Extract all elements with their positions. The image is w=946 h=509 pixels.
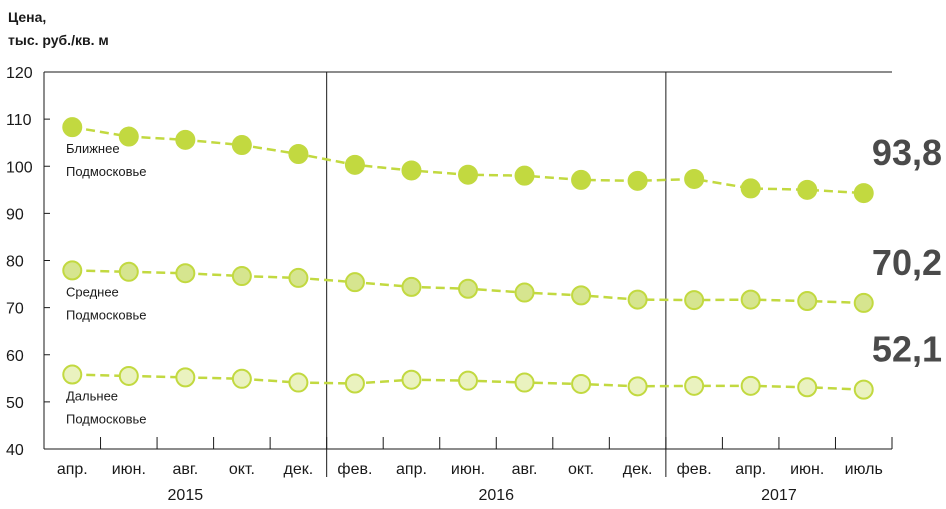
x-tick-label: июн. <box>451 461 485 478</box>
data-point <box>62 117 83 138</box>
chart-frame <box>43 71 892 477</box>
data-point <box>401 369 422 390</box>
x-tick-label: июн. <box>112 461 146 478</box>
series-1: Ближнее Подмосковье 93,8 <box>62 117 942 204</box>
y-tick-label: 100 <box>6 159 33 176</box>
data-point <box>571 285 592 306</box>
year-labels: 2015 2016 2017 <box>168 487 797 504</box>
data-point <box>118 126 139 147</box>
data-point <box>514 372 535 393</box>
data-point <box>62 364 83 385</box>
data-point <box>231 368 252 389</box>
y-tick-label: 70 <box>6 301 24 318</box>
data-point <box>62 260 83 281</box>
y-axis-title-line-2: тыс. руб./кв. м <box>8 32 109 48</box>
data-point <box>458 370 478 391</box>
data-point <box>344 272 365 293</box>
data-point <box>401 160 422 181</box>
data-point <box>288 267 309 288</box>
data-point <box>571 373 592 394</box>
x-tick-label: апр. <box>57 461 88 478</box>
x-tick-label: окт. <box>568 461 594 478</box>
series-group: Ближнее Подмосковье 93,8 Среднее Подмосковье… <box>62 117 942 427</box>
data-point <box>118 261 139 282</box>
data-point <box>853 379 874 400</box>
series-name-label: Подмосковье <box>66 307 147 322</box>
data-point <box>514 282 535 303</box>
data-point <box>740 375 761 396</box>
x-tick-label: фев. <box>337 461 372 478</box>
year-label: 2017 <box>761 487 797 504</box>
y-tick-label: 60 <box>6 348 24 365</box>
data-point <box>571 169 592 190</box>
data-point <box>288 143 309 164</box>
data-point <box>684 290 705 311</box>
data-point <box>231 266 252 287</box>
data-point <box>175 129 196 150</box>
x-tick-label: июн. <box>790 461 824 478</box>
y-axis-title-line-1: Цена, <box>8 9 46 25</box>
x-tick-label: июль <box>845 461 883 478</box>
series-end-value: 70,2 <box>872 242 942 283</box>
y-tick-label: 50 <box>6 395 24 412</box>
y-tick-label: 120 <box>6 65 33 82</box>
x-tick-label: дек. <box>284 461 314 478</box>
data-point <box>797 291 818 312</box>
data-point <box>514 165 535 186</box>
x-tick-label: фев. <box>677 461 712 478</box>
data-point <box>344 154 365 175</box>
x-tick-label: авг. <box>172 461 198 478</box>
y-tick-label: 80 <box>6 254 24 271</box>
series-name-label: Ближнее <box>66 141 120 156</box>
data-point <box>627 376 648 397</box>
series-name-label: Среднее <box>66 284 119 299</box>
data-point <box>797 377 818 398</box>
series-name-label: Подмосковье <box>66 164 147 179</box>
data-point <box>627 170 648 191</box>
data-point <box>401 276 422 297</box>
data-point <box>684 375 705 396</box>
data-point <box>797 179 818 200</box>
series-name-label: Дальнее <box>66 389 118 404</box>
y-tick-label: 40 <box>6 442 24 459</box>
data-point <box>231 135 252 156</box>
data-point <box>853 292 874 313</box>
x-tick-label: апр. <box>396 461 427 478</box>
data-point <box>118 365 139 386</box>
data-point <box>344 373 365 394</box>
year-label: 2015 <box>168 487 204 504</box>
data-point <box>288 372 309 393</box>
data-point <box>458 164 478 185</box>
x-axis-ticks: апр. июн. авг. окт. дек. фев. апр. июн. авг. окт.… <box>43 437 893 478</box>
year-label: 2016 <box>478 487 514 504</box>
data-point <box>740 178 761 199</box>
data-point <box>458 278 478 299</box>
series-name-label: Подмосковье <box>66 412 147 427</box>
data-point <box>175 263 196 284</box>
series-2: Среднее Подмосковье 70,2 <box>62 242 942 322</box>
data-point <box>684 168 705 189</box>
x-tick-label: авг. <box>512 461 538 478</box>
y-tick-label: 110 <box>6 112 32 129</box>
data-point <box>175 367 196 388</box>
y-tick-label: 90 <box>6 206 24 223</box>
x-tick-label: дек. <box>623 461 653 478</box>
x-tick-label: апр. <box>735 461 766 478</box>
data-point <box>740 289 761 310</box>
series-3: Дальнее Подмосковье 52,1 <box>62 329 942 427</box>
y-axis-ticks: 40 50 60 70 80 90 100 110 120 <box>6 65 50 459</box>
data-point <box>853 183 874 204</box>
series-end-value: 93,8 <box>872 132 942 173</box>
series-end-value: 52,1 <box>872 329 942 370</box>
x-tick-label: окт. <box>229 461 255 478</box>
data-point <box>627 289 648 310</box>
